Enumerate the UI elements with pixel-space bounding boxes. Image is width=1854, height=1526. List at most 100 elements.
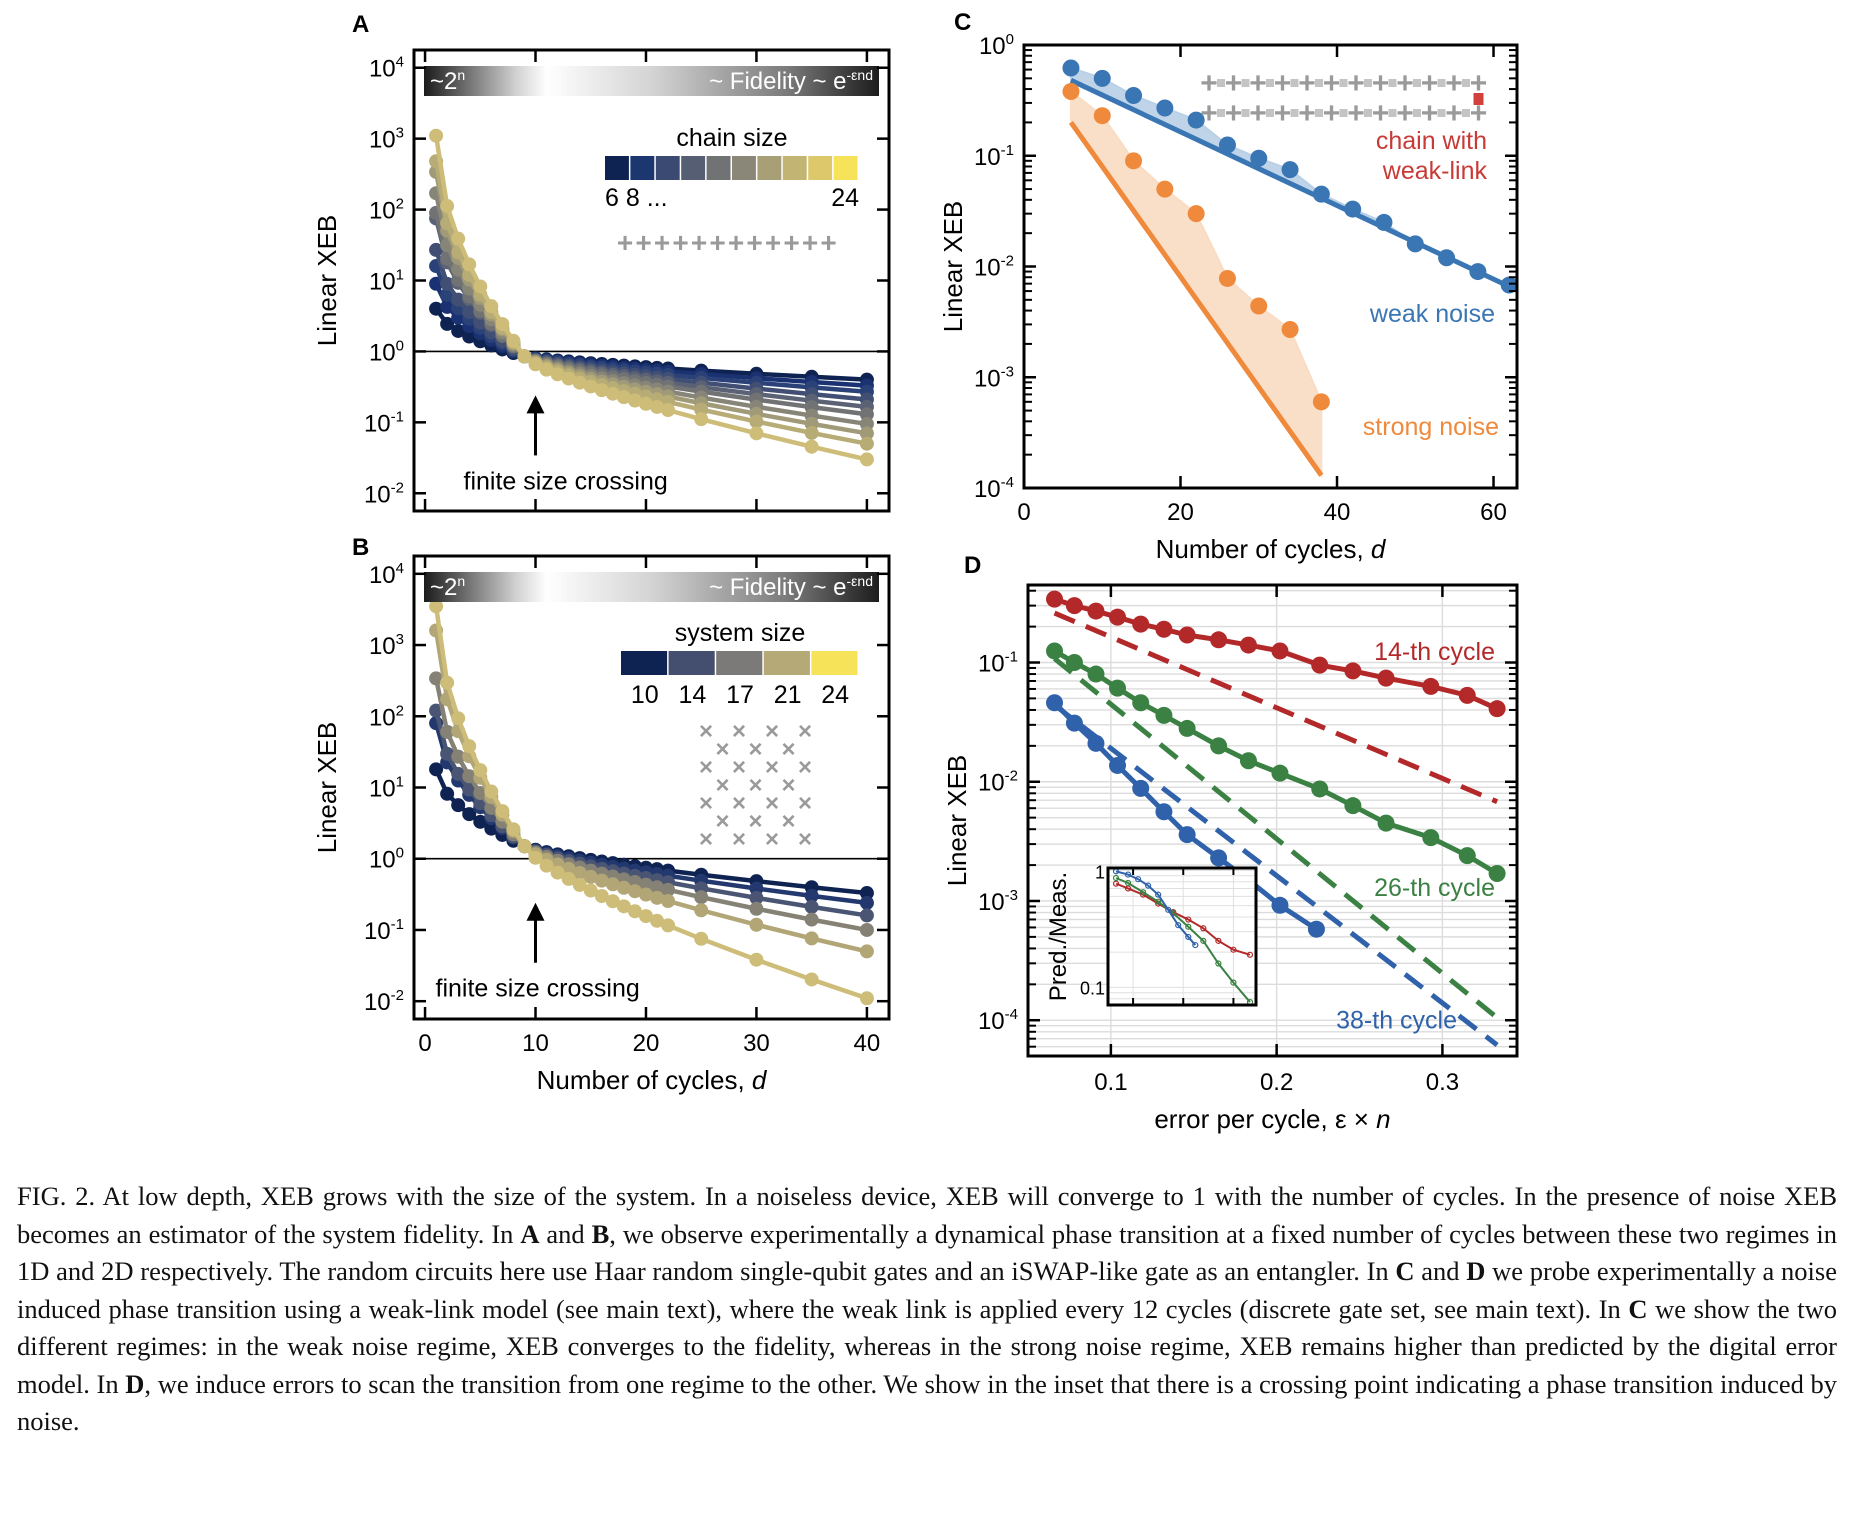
y-tick-label: 10-4 [978,1006,1018,1035]
coupler-icon [1339,79,1348,87]
data-point [1488,865,1506,883]
qubit-plus-icon: + [1372,97,1390,130]
fidelity-prediction-line [1068,120,1324,477]
data-point [572,865,587,880]
y-axis-label: Linear XEB [312,215,342,347]
data-point [859,436,874,451]
data-point [1458,686,1476,704]
data-point [1210,849,1228,867]
data-point [1312,393,1330,411]
inset-data-point [1175,922,1182,929]
inset-data-point [1185,923,1192,930]
data-point [451,711,466,726]
data-point [539,362,554,377]
qubit-plus-icon: + [1470,67,1488,100]
y-tick-label: 102 [369,702,404,731]
data-point [462,257,477,272]
inset-data-point [1246,951,1254,958]
data-point [594,383,609,398]
qubit-plus-icon: + [746,227,762,258]
data-point [572,877,587,892]
data-point [650,399,665,414]
coupler-icon [1388,79,1397,87]
data-point [429,762,444,777]
fidelity-prediction-line [1069,78,1511,289]
data-point [539,858,554,873]
qubit-cross-icon: × [715,736,729,763]
colorbar-label: 10 [631,681,659,709]
data-point [440,299,455,314]
qubit-cross-icon: × [765,790,779,817]
data-point [605,894,620,909]
colorbar-label: 17 [726,681,754,709]
data-point [859,407,874,422]
figure-2: A ~2n ~ Fidelity ~ e-εnd finite size cross… [312,9,1519,1134]
inset-data-point [1215,937,1222,944]
data-point [429,703,444,718]
data-point [429,242,444,257]
qubit-plus-icon: + [1347,67,1365,100]
data-point [1087,665,1105,683]
qubit-plus-icon: + [802,227,818,258]
inset-ratio-line-38-th cycle [1115,870,1197,946]
inset-data-point [1165,906,1172,913]
caption-panel-ref: B [591,1218,610,1249]
coupler-icon [1388,109,1397,117]
colorbar-swatch [681,156,706,180]
qubit-cross-icon: × [798,754,812,781]
data-point [1132,694,1150,712]
coupler-icon [1290,109,1299,117]
data-point [804,425,819,440]
data-point [440,316,455,331]
colorbar-swatch [732,156,756,180]
data-point [661,403,676,418]
data-point [694,890,709,905]
data-point [1218,269,1236,287]
data-point [749,414,764,429]
caption-panel-ref: C [1628,1293,1648,1324]
y-tick-label: 10-3 [974,363,1014,392]
data-point [804,888,819,903]
data-point [440,276,455,291]
axes-frame [412,554,891,1021]
x-tick-label: 20 [1167,499,1194,526]
data-point [594,888,609,903]
banner-left-label: ~2n [430,67,465,95]
data-point [859,922,874,937]
legend-title: chain size [676,124,787,152]
weak-link-label-line1: chain with [1376,127,1487,155]
panel-b-axes: ~2n ~ Fidelity ~ e-εnd finite size crossin… [312,554,891,1095]
data-point [1062,59,1080,77]
data-point [506,333,521,348]
y-tick-label: 100 [979,31,1014,60]
inset-data-point [1185,916,1192,923]
data-point [473,763,488,778]
caption-text: and [539,1218,592,1249]
data-point [1210,737,1228,755]
data-point [506,822,521,837]
qubit-plus-icon: + [1396,97,1414,130]
qubit-cross-icon: × [748,772,762,799]
y-tick-label: 101 [369,267,404,296]
colorbar-label: 24 [821,681,849,709]
data-point [484,784,499,799]
y-tick-label: 100 [369,337,404,366]
data-point [517,839,532,854]
data-point [1500,276,1518,294]
y-tick-label: 100 [369,845,404,874]
data-point [1156,180,1174,198]
qubit-plus-icon: + [1445,97,1463,130]
measured-line-14-th cycle [1053,596,1499,711]
data-point [1438,249,1456,267]
weak-link-marker-icon [1473,93,1484,105]
data-point [749,426,764,441]
data-point [1422,829,1440,847]
inset-data-point [1200,925,1207,932]
qubit-cross-icon: × [699,718,713,745]
inset-y-axis-label: Pred./Meas. [1045,872,1072,1001]
data-point [1469,263,1487,281]
data-point [440,675,455,690]
panel-a: A ~2n ~ Fidelity ~ e-εnd finite size cross… [312,11,891,513]
y-tick-label: 10-2 [978,768,1018,797]
predicted-dashed-line-26-th cycle [1052,656,1499,1020]
